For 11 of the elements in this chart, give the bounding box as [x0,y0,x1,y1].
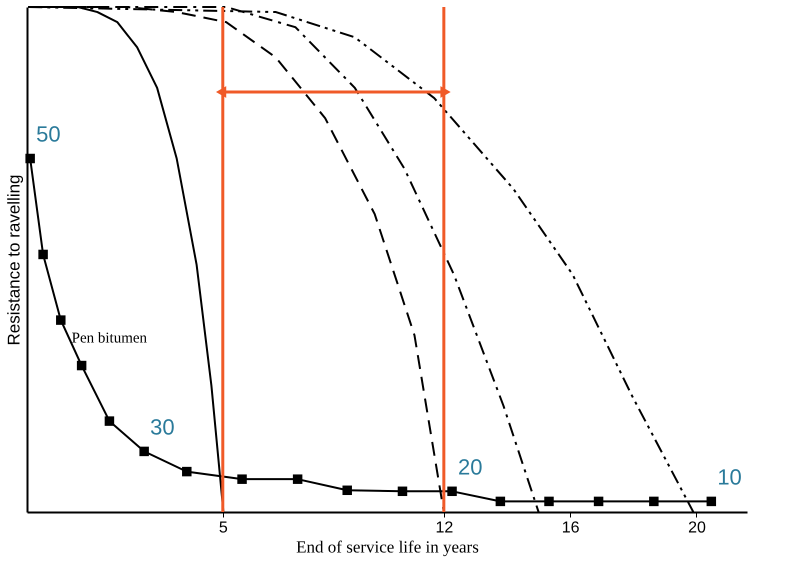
series-label: Pen bitumen [72,330,148,347]
annotation: 10 [717,464,742,490]
x-tick-label: 16 [562,520,580,536]
annotation: 50 [36,122,61,146]
annotation: 20 [458,454,483,480]
x-tick-label: 12 [435,520,454,536]
x-tick-label: 20 [688,520,706,536]
annotation: 30 [150,414,175,440]
x-tick-label: 5 [218,520,228,536]
x-axis-title: End of service life in years [296,538,479,556]
y-axis-title: Resistance to ravelling [4,174,24,346]
